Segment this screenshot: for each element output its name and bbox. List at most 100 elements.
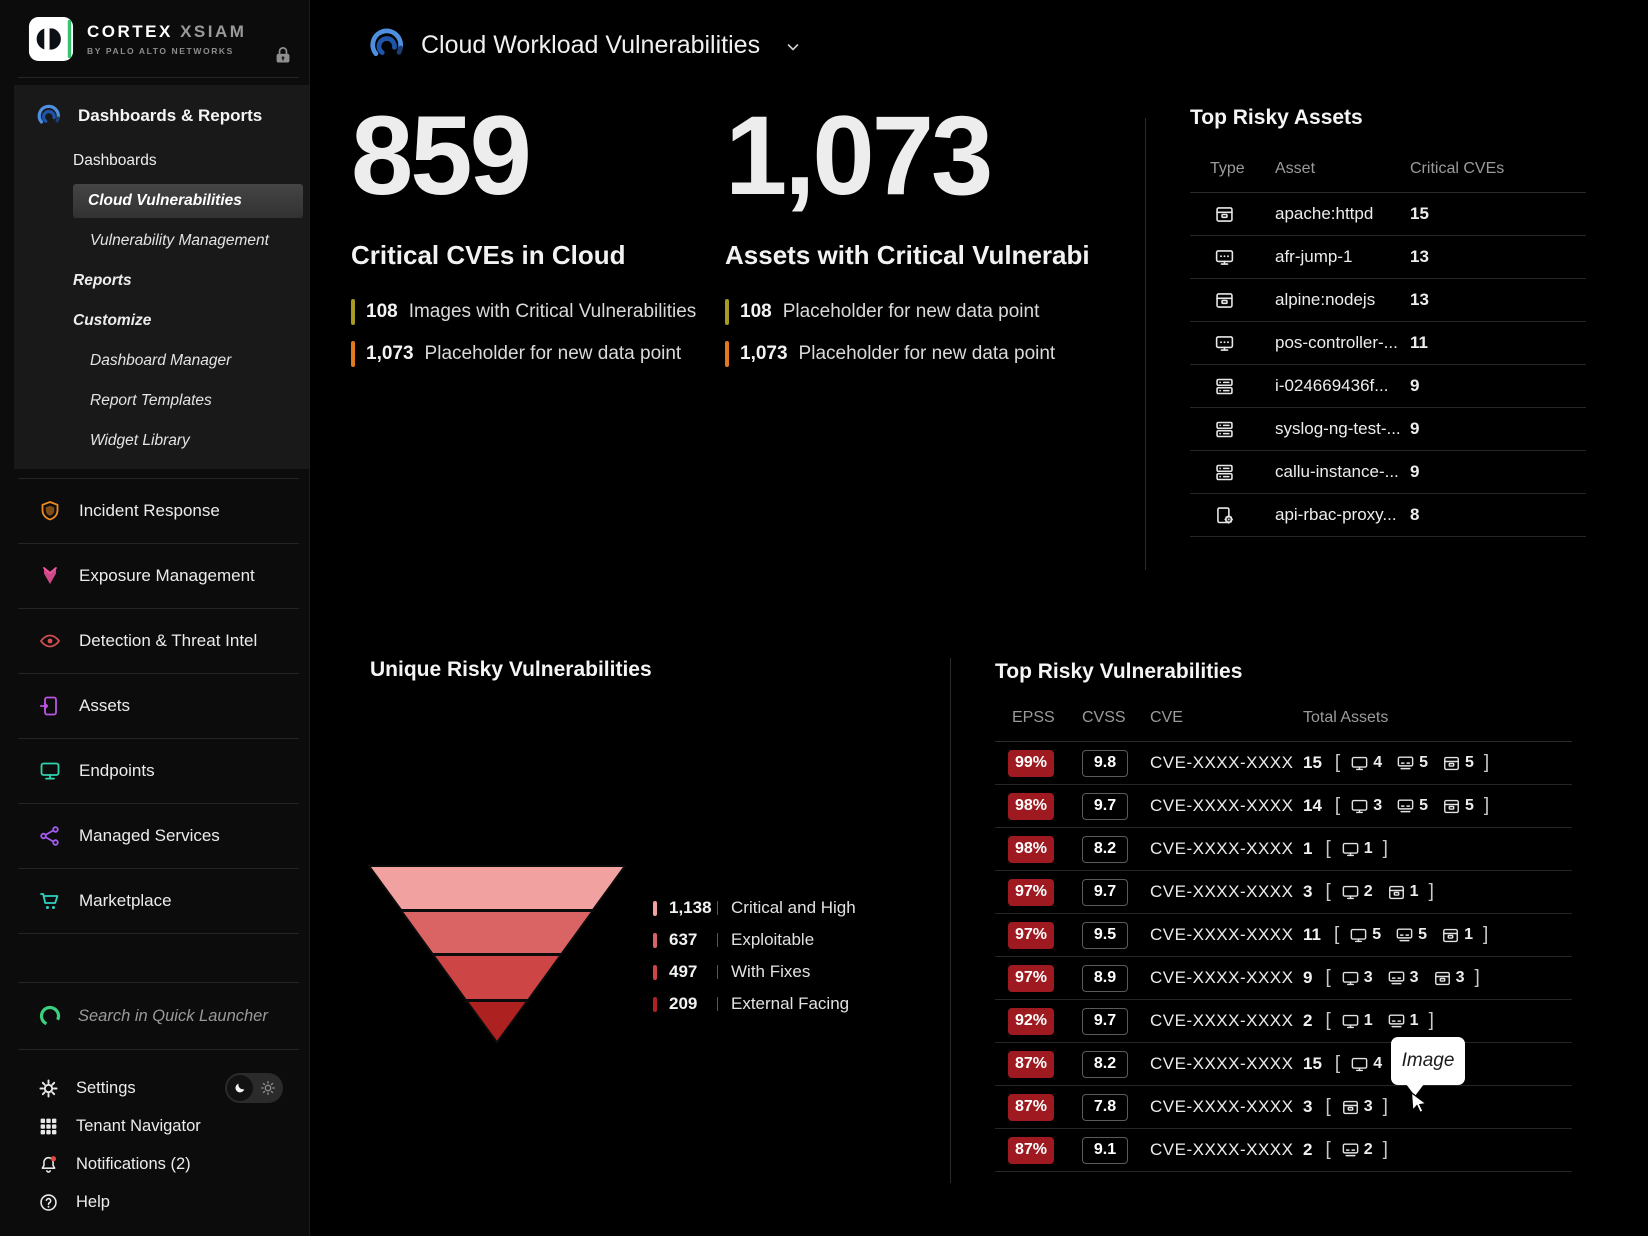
sidebar-nav: Incident Response Exposure Management De… bbox=[18, 478, 299, 934]
epss-badge: 98% bbox=[1008, 835, 1054, 863]
asset-kind-icon bbox=[1442, 797, 1461, 816]
table-row[interactable]: 98% 9.7 CVE-XXXX-XXXX 14 [ 3 5 5 ] bbox=[995, 785, 1572, 828]
sidebar-menu-item[interactable]: Report Templates bbox=[90, 392, 212, 409]
bracket-open: [ bbox=[1325, 838, 1331, 859]
sun-icon bbox=[260, 1080, 276, 1096]
sidebar-menu-item[interactable]: Dashboards bbox=[73, 152, 157, 169]
dashboard-gauge-icon bbox=[370, 28, 403, 57]
sidebar-nav-item[interactable]: Marketplace bbox=[18, 869, 299, 934]
asset-count-pair: 4 bbox=[1350, 754, 1382, 773]
cve-id: CVE-XXXX-XXXX bbox=[1150, 1011, 1294, 1030]
cve-id: CVE-XXXX-XXXX bbox=[1150, 925, 1294, 944]
cve-id: CVE-XXXX-XXXX bbox=[1150, 1140, 1294, 1159]
lock-icon[interactable] bbox=[272, 44, 294, 66]
sidebar-nav-item[interactable]: Detection & Threat Intel bbox=[18, 609, 299, 674]
cve-id: CVE-XXXX-XXXX bbox=[1150, 839, 1294, 858]
stat-sub-metrics: 108 Images with Critical Vulnerabilities… bbox=[351, 298, 723, 367]
chevron-down-icon[interactable] bbox=[785, 39, 801, 55]
sidebar-nav-item[interactable]: Endpoints bbox=[18, 739, 299, 804]
table-row[interactable]: 97% 8.9 CVE-XXXX-XXXX 9 [ 3 3 3 ] bbox=[995, 957, 1572, 1000]
dashboard-selector[interactable]: Cloud Workload Vulnerabilities bbox=[368, 26, 801, 64]
sidebar-nav-item[interactable]: Managed Services bbox=[18, 804, 299, 869]
mouse-cursor bbox=[1410, 1091, 1428, 1114]
bell-icon bbox=[41, 1155, 57, 1173]
table-row[interactable]: 99% 9.8 CVE-XXXX-XXXX 15 [ 4 5 5 ] bbox=[995, 742, 1572, 785]
sidebar-menu-item[interactable]: Vulnerability Management bbox=[90, 232, 269, 249]
table-row[interactable]: 97% 9.7 CVE-XXXX-XXXX 3 [ 2 1 ] bbox=[995, 871, 1572, 914]
panel-title: Top Risky Vulnerabilities bbox=[995, 660, 1243, 683]
sidebar-nav-item[interactable]: Exposure Management bbox=[18, 544, 299, 609]
table-row[interactable]: 92% 9.7 CVE-XXXX-XXXX 2 [ 1 1 ] bbox=[995, 1000, 1572, 1043]
theme-toggle[interactable] bbox=[225, 1073, 283, 1103]
table-row[interactable]: callu-instance-... 9 bbox=[1190, 451, 1586, 494]
table-row[interactable]: 87% 8.2 CVE-XXXX-XXXX 15 [ 4 ] bbox=[995, 1043, 1572, 1086]
sidebar-menu-item[interactable]: Cloud Vulnerabilities bbox=[73, 184, 303, 218]
table-row[interactable]: alpine:nodejs 13 bbox=[1190, 279, 1586, 322]
asset-name: afr-jump-1 bbox=[1275, 247, 1353, 266]
sidebar-nav-item[interactable]: Assets bbox=[18, 674, 299, 739]
asset-name: syslog-ng-test-... bbox=[1275, 419, 1401, 438]
menu-header[interactable]: Dashboards & Reports bbox=[14, 85, 309, 131]
nav-icon bbox=[38, 564, 62, 588]
sidebar-menu-item[interactable]: Customize bbox=[73, 312, 152, 329]
settings-button[interactable]: Settings bbox=[18, 1069, 299, 1107]
legend-item: 1,138 Critical and High bbox=[653, 892, 856, 924]
funnel-title: Unique Risky Vulnerabilities bbox=[370, 658, 652, 681]
panel-title: Top Risky Assets bbox=[1190, 106, 1363, 129]
bracket-close: ] bbox=[1382, 1096, 1388, 1117]
table-row[interactable]: pos-controller-... 11 bbox=[1190, 322, 1586, 365]
funnel-legend: 1,138 Critical and High 637 Exploitable … bbox=[653, 892, 856, 1020]
bracket-close: ] bbox=[1382, 838, 1388, 859]
asset-kind-count: 5 bbox=[1465, 754, 1474, 771]
asset-count-pair: 3 bbox=[1387, 969, 1419, 988]
legend-label: With Fixes bbox=[731, 962, 811, 981]
table-row[interactable]: afr-jump-1 13 bbox=[1190, 236, 1586, 279]
legend-item: 497 With Fixes bbox=[653, 956, 856, 988]
table-row[interactable]: api-rbac-proxy... 8 bbox=[1190, 494, 1586, 537]
sidebar-nav-item[interactable]: Incident Response bbox=[18, 479, 299, 544]
bracket-close: ] bbox=[1474, 967, 1480, 988]
cvss-score: 8.9 bbox=[1082, 964, 1128, 992]
asset-count-pair: 1 bbox=[1341, 1012, 1373, 1031]
help-button[interactable]: Help bbox=[18, 1183, 299, 1221]
legend-color-bar bbox=[653, 932, 657, 948]
asset-kind-count: 4 bbox=[1373, 754, 1383, 771]
table-row[interactable]: 97% 9.5 CVE-XXXX-XXXX 11 [ 5 5 1 ] bbox=[995, 914, 1572, 957]
asset-type-icon bbox=[1190, 333, 1275, 354]
quick-launcher[interactable]: Search in Quick Launcher bbox=[18, 982, 299, 1050]
asset-kind-count: 2 bbox=[1363, 883, 1373, 900]
table-row[interactable]: 87% 7.8 CVE-XXXX-XXXX 3 [ 3 ] bbox=[995, 1086, 1572, 1129]
table-row[interactable]: 98% 8.2 CVE-XXXX-XXXX 1 [ 1 ] bbox=[995, 828, 1572, 871]
stat-value: 1,073 bbox=[725, 93, 993, 218]
notifications-button[interactable]: Notifications (2) bbox=[18, 1145, 299, 1183]
table-row[interactable]: apache:httpd 15 bbox=[1190, 193, 1586, 236]
table-row[interactable]: i-024669436f... 9 bbox=[1190, 365, 1586, 408]
total-assets-count: 3 bbox=[1303, 882, 1313, 901]
bracket-open: [ bbox=[1334, 795, 1341, 816]
table-row[interactable]: 87% 9.1 CVE-XXXX-XXXX 2 [ 2 ] bbox=[995, 1129, 1572, 1172]
nav-icon bbox=[38, 499, 62, 523]
asset-type-icon bbox=[1190, 204, 1275, 225]
tenant-navigator-button[interactable]: Tenant Navigator bbox=[18, 1107, 299, 1145]
critical-cves-count: 9 bbox=[1410, 419, 1420, 438]
bracket-close: ] bbox=[1482, 924, 1489, 945]
metric-color-bar bbox=[725, 298, 729, 325]
sidebar-menu-item[interactable]: Widget Library bbox=[90, 432, 190, 449]
nav-icon bbox=[38, 694, 62, 718]
table-row[interactable]: syslog-ng-test-... 9 bbox=[1190, 408, 1586, 451]
epss-badge: 98% bbox=[1008, 792, 1054, 820]
legend-label: External Facing bbox=[731, 994, 850, 1013]
nav-icon bbox=[38, 629, 62, 653]
bracket-open: [ bbox=[1325, 1139, 1331, 1160]
asset-kind-icon bbox=[1387, 1012, 1406, 1031]
nav-icon bbox=[38, 824, 62, 848]
stat-sub-metric: 1,073 Placeholder for new data point bbox=[725, 340, 1147, 367]
asset-count-pair: 5 bbox=[1442, 797, 1474, 816]
sidebar-menu-item[interactable]: Reports bbox=[73, 272, 132, 289]
column-header-cvss: CVSS bbox=[1082, 709, 1126, 726]
asset-type-icon bbox=[1190, 462, 1275, 483]
asset-count-pair: 5 bbox=[1349, 926, 1381, 945]
asset-breakdown: [ 1 ] bbox=[1325, 838, 1387, 860]
asset-type-icon bbox=[1190, 505, 1275, 526]
sidebar-menu-item[interactable]: Dashboard Manager bbox=[90, 352, 232, 369]
